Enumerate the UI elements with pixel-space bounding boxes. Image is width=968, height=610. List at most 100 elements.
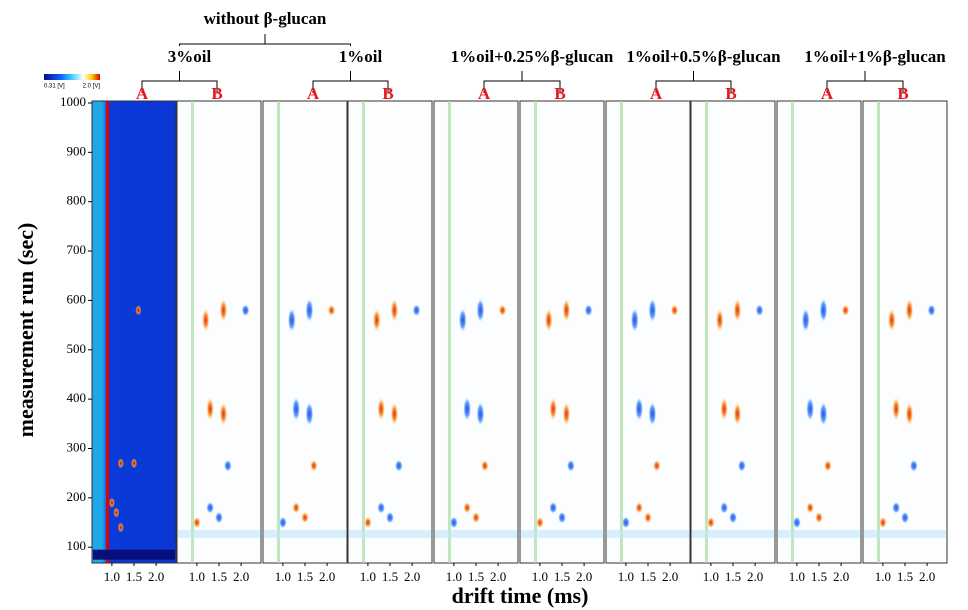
band bbox=[521, 529, 603, 538]
spot bbox=[715, 308, 724, 333]
spot bbox=[476, 298, 485, 323]
treatment-label: 1%oil+1%β-glucan bbox=[804, 47, 946, 66]
spot bbox=[201, 308, 210, 333]
spot bbox=[458, 308, 467, 333]
spot bbox=[327, 304, 336, 317]
x-tick-label: 1.5 bbox=[468, 569, 484, 584]
spot bbox=[806, 397, 815, 421]
rip-line bbox=[190, 101, 194, 563]
spot bbox=[819, 298, 828, 323]
difference-spectrum bbox=[176, 100, 262, 564]
spot bbox=[215, 511, 223, 524]
panel-label: B bbox=[725, 84, 736, 103]
spot bbox=[463, 397, 472, 421]
bracket bbox=[655, 80, 732, 93]
rip-line bbox=[276, 101, 280, 563]
spot bbox=[412, 304, 421, 317]
x-tick-label: 2.0 bbox=[319, 569, 335, 584]
treatment-label: 1%oil+0.25%β-glucan bbox=[451, 47, 614, 66]
spot bbox=[909, 459, 918, 472]
colorbar-max-label: 2.0 [V] bbox=[83, 84, 101, 90]
panel-label: A bbox=[307, 84, 320, 103]
spot bbox=[287, 308, 296, 333]
rip-line bbox=[704, 101, 708, 563]
spot bbox=[815, 511, 823, 524]
x-tick-label: 1.5 bbox=[811, 569, 827, 584]
spot bbox=[278, 516, 287, 529]
spot bbox=[292, 397, 301, 421]
spot bbox=[292, 501, 301, 514]
rip-line bbox=[876, 101, 880, 563]
x-tick-label: 1.5 bbox=[897, 569, 913, 584]
bracket bbox=[141, 80, 218, 93]
spot bbox=[630, 308, 639, 333]
spot bbox=[621, 516, 630, 529]
band bbox=[264, 529, 346, 538]
treatment-label: 1%oil bbox=[339, 47, 383, 66]
band bbox=[349, 529, 431, 538]
panel-label: A bbox=[821, 84, 834, 103]
spot bbox=[878, 516, 887, 529]
spot bbox=[549, 501, 558, 514]
spot bbox=[648, 401, 657, 426]
spot bbox=[223, 459, 232, 472]
spot bbox=[562, 401, 571, 426]
panel-label: B bbox=[554, 84, 565, 103]
spot bbox=[720, 397, 729, 421]
spot bbox=[117, 522, 124, 533]
spot bbox=[819, 401, 828, 426]
x-tick-label: 2.0 bbox=[576, 569, 592, 584]
rip-line bbox=[447, 101, 451, 563]
treatment-label: 1%oil+0.5%β-glucan bbox=[626, 47, 781, 66]
difference-spectrum bbox=[862, 100, 948, 564]
spot bbox=[463, 501, 472, 514]
spot bbox=[305, 401, 314, 426]
spot bbox=[562, 298, 571, 323]
difference-spectrum bbox=[347, 100, 433, 564]
bracket bbox=[179, 43, 351, 45]
difference-spectrum bbox=[519, 100, 605, 564]
spot bbox=[566, 459, 575, 472]
x-tick-label: 1.0 bbox=[360, 569, 376, 584]
spot bbox=[558, 511, 566, 524]
spot bbox=[135, 305, 142, 316]
panel-label: B bbox=[382, 84, 393, 103]
band bbox=[93, 549, 175, 560]
x-tick-label: 1.0 bbox=[275, 569, 291, 584]
x-tick-label: 1.5 bbox=[554, 569, 570, 584]
spot bbox=[737, 459, 746, 472]
bracket bbox=[179, 34, 351, 46]
reference-spectrum bbox=[91, 100, 177, 564]
treatment-label: 3%oil bbox=[168, 47, 212, 66]
y-tick-label: 900 bbox=[67, 143, 87, 158]
x-tick-label: 1.0 bbox=[189, 569, 205, 584]
spot bbox=[635, 397, 644, 421]
spot bbox=[386, 511, 394, 524]
x-tick-label: 1.0 bbox=[703, 569, 719, 584]
y-tick-label: 300 bbox=[67, 439, 87, 454]
rip-line bbox=[619, 101, 623, 563]
spot bbox=[644, 511, 652, 524]
spot bbox=[113, 507, 120, 518]
bracket bbox=[483, 80, 561, 93]
spot bbox=[301, 511, 309, 524]
x-tick-label: 1.0 bbox=[104, 569, 120, 584]
spot bbox=[108, 497, 115, 508]
y-tick-label: 500 bbox=[67, 341, 87, 356]
spot bbox=[394, 459, 403, 472]
spot bbox=[305, 298, 314, 323]
bracket bbox=[826, 80, 904, 93]
spot bbox=[390, 298, 399, 323]
spot bbox=[535, 516, 544, 529]
band bbox=[435, 529, 517, 538]
spot bbox=[806, 501, 815, 514]
panel-label: A bbox=[136, 84, 149, 103]
difference-spectrum bbox=[262, 100, 348, 564]
spot bbox=[584, 304, 593, 317]
x-tick-label: 2.0 bbox=[148, 569, 164, 584]
x-tick-label: 1.5 bbox=[126, 569, 142, 584]
colorbar bbox=[44, 74, 100, 80]
band bbox=[692, 529, 774, 538]
x-tick-label: 1.0 bbox=[532, 569, 548, 584]
panel-label: B bbox=[897, 84, 908, 103]
